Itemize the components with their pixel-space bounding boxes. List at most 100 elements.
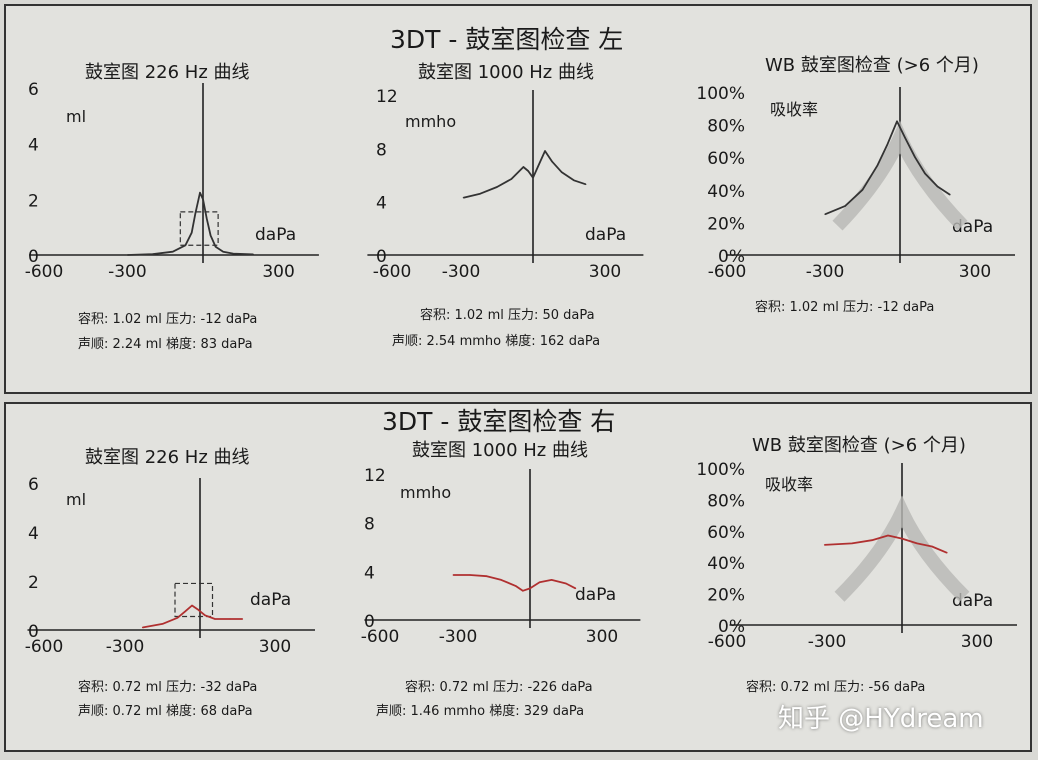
y-axis-label: ml: [66, 490, 86, 509]
x-tick-label: -600: [708, 632, 747, 652]
data-point: [176, 617, 179, 619]
x-tick-label: 300: [586, 627, 618, 647]
x-tick-label: -300: [442, 262, 481, 282]
data-point: [529, 587, 531, 589]
x-tick-label: -600: [25, 637, 64, 657]
x-axis-label: daPa: [255, 225, 296, 245]
normative-band: [832, 120, 968, 231]
data-point: [496, 186, 498, 188]
data-point: [585, 183, 587, 185]
data-point: [204, 614, 206, 616]
y-tick-label: 100%: [696, 460, 745, 480]
left-wb-stat-1: 容积: 1.02 ml 压力: -12 daPa: [755, 300, 935, 315]
left-panel-title: 3DT - 鼓室图检查 左: [390, 25, 624, 54]
data-point: [916, 542, 918, 544]
data-point: [172, 251, 174, 253]
data-point: [876, 164, 879, 166]
y-tick-label: 6: [28, 80, 39, 100]
x-tick-label: -600: [708, 262, 747, 282]
data-point: [241, 618, 244, 620]
y-tick-label: 100%: [696, 84, 745, 104]
left-226-stat-1: 容积: 1.02 ml 压力: -12 daPa: [78, 312, 258, 327]
x-tick-label: 300: [262, 262, 294, 282]
data-point: [824, 213, 826, 215]
chart-title: 鼓室图 1000 Hz 曲线: [412, 440, 588, 461]
dashed-box: [179, 211, 219, 246]
y-tick-label: 80%: [707, 117, 745, 137]
data-point: [844, 205, 846, 207]
y-tick-label: 4: [28, 524, 39, 544]
y-tick-label: 2: [28, 573, 39, 593]
data-point: [184, 244, 186, 246]
data-point: [191, 232, 193, 234]
y-tick-label: 0%: [718, 247, 745, 267]
data-point: [931, 545, 933, 548]
y-tick-label: 4: [364, 563, 375, 583]
data-point: [452, 574, 454, 576]
data-line: [824, 534, 948, 554]
y-axis-label: 吸收率: [765, 475, 813, 494]
left-1000-stat-2: 声顺: 2.54 mmho 梯度: 162 daPa: [392, 334, 601, 349]
data-point: [532, 177, 534, 179]
data-point: [551, 161, 553, 163]
data-point: [141, 626, 144, 629]
data-point: [479, 193, 481, 195]
data-point: [522, 166, 525, 168]
data-point: [851, 542, 853, 544]
data-point: [886, 143, 889, 145]
data-point: [222, 251, 224, 253]
y-tick-label: 20%: [707, 214, 745, 234]
data-line: [463, 150, 587, 199]
y-tick-label: 8: [364, 515, 375, 535]
y-tick-label: 0: [28, 247, 39, 267]
data-point: [887, 534, 889, 537]
data-point: [949, 194, 951, 196]
y-tick-label: 40%: [707, 182, 745, 202]
left-226-stat-2: 声顺: 2.24 ml 梯度: 83 daPa: [78, 337, 253, 352]
data-point: [551, 579, 553, 581]
right-panel-title: 3DT - 鼓室图检查 右: [382, 407, 616, 436]
data-point: [214, 618, 216, 620]
y-tick-label: 4: [376, 194, 387, 214]
x-tick-label: 300: [589, 262, 621, 282]
data-point: [573, 179, 575, 181]
y-tick-label: 0: [376, 247, 387, 267]
data-point: [191, 604, 193, 607]
x-tick-label: -300: [808, 632, 847, 652]
y-axis-label: 吸收率: [770, 100, 818, 119]
data-point: [215, 246, 217, 248]
data-point: [924, 172, 926, 175]
data-point: [544, 150, 546, 152]
chart-title: WB 鼓室图检查 (>6 个月): [752, 435, 966, 456]
x-tick-label: -300: [806, 262, 845, 282]
chart-title: 鼓室图 226 Hz 曲线: [85, 447, 250, 468]
y-tick-label: 8: [376, 140, 387, 160]
data-line: [142, 604, 243, 629]
x-tick-label: 300: [959, 262, 991, 282]
dashed-box: [174, 582, 214, 618]
y-tick-label: 4: [28, 136, 39, 156]
y-tick-label: 6: [28, 475, 39, 495]
data-point: [161, 623, 164, 625]
normative-band: [834, 495, 970, 602]
data-point: [229, 618, 231, 620]
y-tick-label: 0%: [718, 617, 745, 637]
x-tick-label: -300: [108, 262, 147, 282]
data-point: [202, 198, 204, 200]
right-1000-stat-2: 声顺: 1.46 mmho 梯度: 329 daPa: [376, 704, 585, 719]
x-tick-label: -600: [361, 627, 400, 647]
y-tick-label: 60%: [707, 149, 745, 169]
chart-title: 鼓室图 226 Hz 曲线: [85, 62, 250, 83]
data-point: [896, 120, 898, 122]
left-1000-stat-1: 容积: 1.02 ml 压力: 50 daPa: [420, 308, 595, 323]
data-point: [871, 539, 873, 541]
y-axis-label: ml: [66, 107, 86, 126]
data-point: [515, 585, 517, 587]
y-tick-label: 80%: [707, 491, 745, 511]
data-point: [901, 538, 903, 540]
x-tick-label: -300: [106, 637, 145, 657]
data-line: [453, 574, 577, 592]
data-point: [232, 253, 234, 255]
data-point: [184, 611, 186, 613]
x-tick-label: -600: [373, 262, 412, 282]
